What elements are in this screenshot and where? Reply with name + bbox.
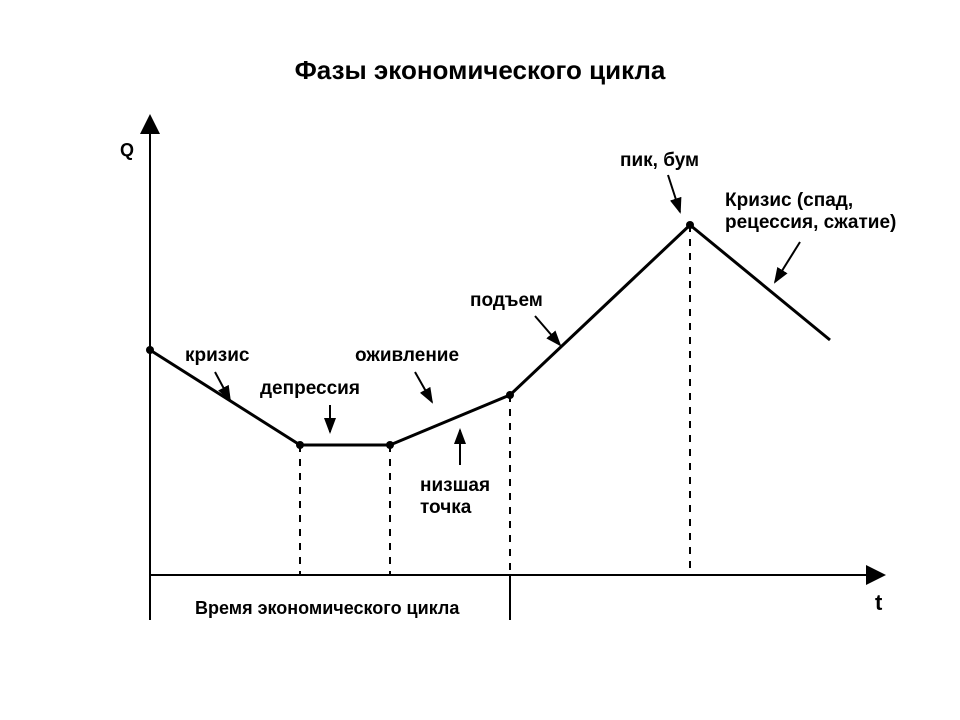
x-axis-label: t [875,590,882,615]
annotation-upturn: подъем [470,290,543,312]
annotation-crisis1: кризис [185,345,250,367]
annotation-peak: пик, бум [620,150,699,172]
y-axis-label: Q [120,140,134,161]
annotation-lowpoint: низшая точка [420,475,490,519]
annotation-depression: депрессия [260,378,360,400]
cycle-time-label: Время экономического цикла [195,598,459,619]
economic-cycle-chart [0,0,960,720]
annotation-revival: оживление [355,345,459,367]
annotation-crisis2: Кризис (спад, рецессия, сжатие) [725,190,896,234]
